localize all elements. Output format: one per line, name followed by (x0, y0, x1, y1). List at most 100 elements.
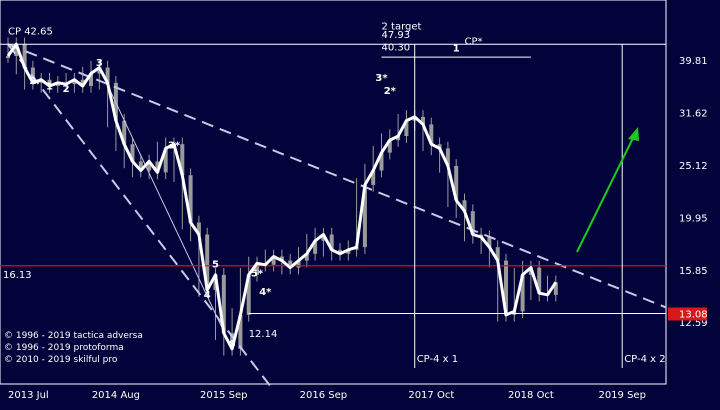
copyright-line: © 1996 - 2019 tactica adversa (4, 331, 143, 341)
price-body-bar (487, 237, 492, 248)
chart-annotation: CP 42.65 (8, 27, 53, 38)
price-body-bar (105, 67, 110, 83)
wave-marker: 3 (96, 58, 103, 69)
y-tick-label: 31.62 (679, 108, 708, 119)
wave-marker: 2 (29, 76, 36, 87)
last-price-badge (668, 307, 707, 321)
price-body-bar (329, 234, 334, 250)
price-body-bar (163, 148, 168, 173)
price-body-bar (147, 161, 152, 171)
price-body-bar (6, 56, 10, 59)
price-body-bar (288, 260, 293, 268)
lower-trend-line (7, 43, 275, 392)
x-tick-label: 2019 Sep (598, 390, 645, 401)
wave-marker: 4* (259, 287, 272, 298)
price-body-bar (138, 161, 143, 171)
plot-frame (0, 0, 667, 385)
price-body-bar (271, 256, 276, 265)
price-body-bar (462, 200, 467, 212)
price-body-bar (537, 267, 542, 294)
chart-annotation: 40.30 (382, 42, 411, 53)
price-body-bar (296, 260, 301, 268)
price-body-bar (221, 274, 226, 334)
price-body-bar (155, 161, 160, 173)
wave-marker: 6 (229, 339, 236, 350)
price-body-bar (495, 247, 500, 261)
x-tick-label: 2016 Sep (300, 390, 347, 401)
price-body-bar (55, 82, 60, 87)
price-body-bar (89, 73, 93, 87)
chart-annotation: 2 target (382, 21, 422, 32)
price-body-bar (371, 170, 376, 185)
price-body-bar (362, 184, 367, 248)
y-tick-label: 39.81 (679, 56, 708, 67)
channel-line (98, 67, 233, 350)
wave-marker: 4 (204, 290, 211, 301)
price-body-bar (14, 44, 19, 57)
wave-marker: 3* (168, 140, 181, 151)
wave-marker: 1 (453, 44, 460, 55)
cp-label: CP-4 x 2 (624, 354, 665, 365)
price-body-bar (205, 234, 210, 291)
cp-label: CP-4 x 1 (417, 354, 458, 365)
price-body-bar (396, 136, 401, 141)
price-body-bar (504, 260, 508, 315)
x-tick-label: 2015 Sep (200, 390, 247, 401)
wave-marker: 3* (375, 73, 388, 84)
price-body-bar (238, 314, 243, 349)
wave-marker: 1 (46, 81, 53, 92)
price-body-bar (445, 148, 450, 166)
price-body-bar (188, 175, 193, 223)
last-price-label: 13.08 (679, 310, 708, 321)
chart-annotation: 12.14 (249, 329, 278, 340)
price-body-bar (230, 333, 235, 349)
wave-marker: 5* (251, 268, 264, 279)
price-line (6, 42, 558, 351)
price-body-bar (470, 211, 475, 235)
projection-arrow-head (628, 127, 639, 141)
price-body-bar (80, 79, 85, 87)
chart-annotation: CP* (465, 36, 483, 47)
price-body-bar (255, 263, 259, 275)
price-body-bar (47, 79, 52, 87)
price-body-bar (130, 144, 135, 162)
price-body-bar (429, 124, 434, 145)
price-body-bar (313, 240, 318, 254)
level-label: 16.13 (3, 270, 32, 281)
copyright-line: © 1996 - 2019 protoforma (4, 343, 124, 353)
y-tick-label: 15.85 (679, 266, 708, 277)
downtrend-line (7, 43, 667, 309)
y-tick-label: 12.59 (679, 318, 708, 329)
price-body-bar (279, 256, 284, 261)
price-body-bar (122, 120, 127, 145)
x-tick-label: 2017 Oct (408, 390, 454, 401)
price-body-bar (437, 144, 442, 149)
copyright-line: © 2010 - 2019 skilful pro (4, 355, 118, 365)
chart-annotation: 47.93 (382, 30, 411, 41)
price-body-bar (338, 249, 342, 254)
price-body-bar (346, 249, 351, 254)
price-body-bar (421, 116, 425, 125)
price-body-bar (246, 274, 251, 315)
price-body-bar (22, 44, 27, 68)
x-tick-label: 2014 Aug (92, 390, 140, 401)
price-body-bar (180, 144, 185, 176)
wave-marker: 2 (63, 84, 70, 95)
price-body-bar (321, 234, 326, 241)
wave-marker: 5 (212, 260, 219, 271)
wave-marker: 2* (384, 86, 397, 97)
projection-arrow-shaft (576, 135, 635, 253)
x-tick-label: 2018 Oct (508, 390, 554, 401)
price-body-bar (404, 120, 409, 137)
price-body-bar (454, 165, 459, 201)
price-body-bar (379, 152, 384, 171)
price-body-bar (196, 222, 201, 235)
price-body-bar (520, 274, 525, 312)
price-body-bar (72, 79, 77, 85)
price-body-bar (304, 253, 309, 261)
price-body-bar (387, 140, 392, 153)
y-tick-label: 25.12 (679, 161, 708, 172)
y-tick-label: 19.95 (679, 213, 708, 224)
